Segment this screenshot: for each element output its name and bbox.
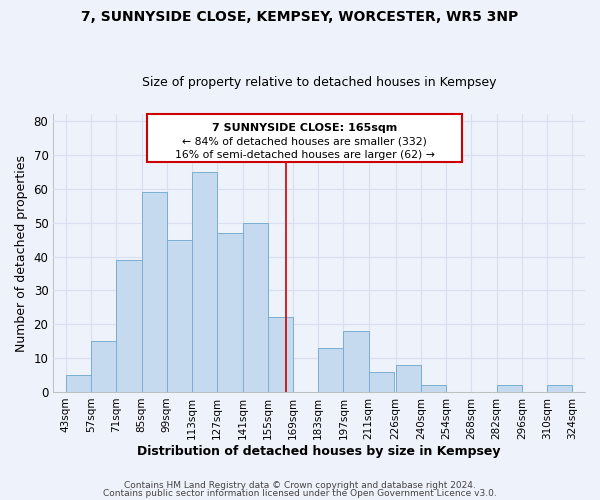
Bar	[497, 385, 522, 392]
Y-axis label: Number of detached properties: Number of detached properties	[15, 154, 28, 352]
Bar	[142, 192, 167, 392]
Bar	[242, 222, 268, 392]
Bar	[369, 372, 394, 392]
Bar	[396, 365, 421, 392]
Text: 7, SUNNYSIDE CLOSE, KEMPSEY, WORCESTER, WR5 3NP: 7, SUNNYSIDE CLOSE, KEMPSEY, WORCESTER, …	[82, 10, 518, 24]
Bar	[318, 348, 343, 392]
Text: ← 84% of detached houses are smaller (332): ← 84% of detached houses are smaller (33…	[182, 136, 427, 146]
Bar	[268, 318, 293, 392]
Bar	[421, 385, 446, 392]
Bar	[343, 331, 369, 392]
Bar	[217, 233, 242, 392]
Text: 7 SUNNYSIDE CLOSE: 165sqm: 7 SUNNYSIDE CLOSE: 165sqm	[212, 122, 397, 132]
Text: Contains HM Land Registry data © Crown copyright and database right 2024.: Contains HM Land Registry data © Crown c…	[124, 481, 476, 490]
Text: 16% of semi-detached houses are larger (62) →: 16% of semi-detached houses are larger (…	[175, 150, 434, 160]
Bar	[91, 341, 116, 392]
Bar	[192, 172, 217, 392]
Bar	[167, 240, 192, 392]
Title: Size of property relative to detached houses in Kempsey: Size of property relative to detached ho…	[142, 76, 496, 90]
Text: Contains public sector information licensed under the Open Government Licence v3: Contains public sector information licen…	[103, 488, 497, 498]
Bar	[116, 260, 142, 392]
Bar	[547, 385, 572, 392]
Bar	[147, 114, 463, 162]
Bar	[66, 375, 91, 392]
X-axis label: Distribution of detached houses by size in Kempsey: Distribution of detached houses by size …	[137, 444, 501, 458]
